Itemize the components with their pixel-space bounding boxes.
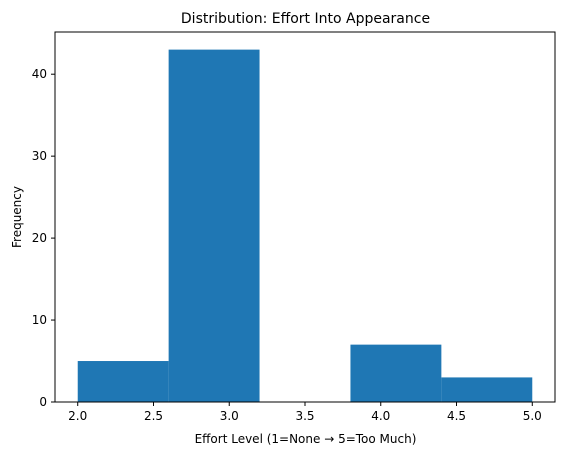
x-tick-label: 2.0 (68, 409, 87, 423)
x-tick-label: 4.0 (371, 409, 390, 423)
histogram-bar-3 (350, 344, 442, 402)
bars (77, 49, 533, 402)
y-tick-label: 20 (32, 231, 47, 245)
y-axis-ticks: 0 10 20 30 40 (32, 67, 55, 409)
x-tick-label: 3.0 (220, 409, 239, 423)
y-tick-label: 30 (32, 149, 47, 163)
y-axis-label: Frequency (10, 186, 24, 248)
y-tick-label: 10 (32, 313, 47, 327)
x-tick-label: 5.0 (523, 409, 542, 423)
x-axis-label: Effort Level (1=None → 5=Too Much) (195, 432, 417, 446)
x-tick-label: 3.5 (295, 409, 314, 423)
x-tick-label: 2.5 (144, 409, 163, 423)
x-tick-label: 4.5 (447, 409, 466, 423)
y-tick-label: 0 (39, 395, 47, 409)
y-tick-label: 40 (32, 67, 47, 81)
histogram-bar-1 (168, 49, 260, 402)
chart-title: Distribution: Effort Into Appearance (181, 11, 430, 27)
x-axis-ticks: 2.0 2.5 3.0 3.5 4.0 4.5 5.0 (68, 402, 542, 423)
histogram-bar-0 (77, 361, 169, 402)
plot-area (54, 31, 556, 403)
histogram-bar-4 (441, 377, 533, 402)
